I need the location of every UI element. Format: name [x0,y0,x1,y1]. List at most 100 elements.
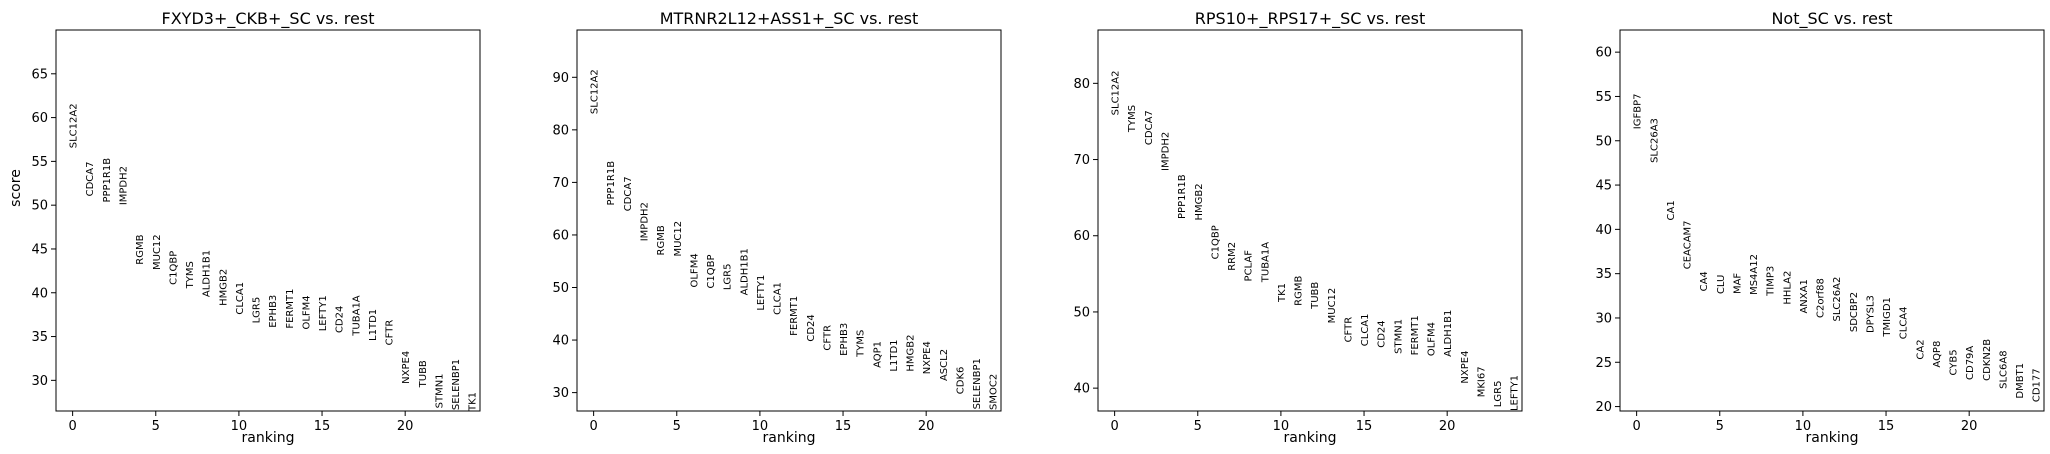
gene-label: CFTR [1343,317,1354,343]
gene-label: IGFBP7 [1633,94,1644,130]
gene-label: NXPE4 [1460,351,1471,384]
panel-title: Not_SC vs. rest [1771,9,1892,29]
x-tick-label: 0 [68,419,76,434]
gene-label: CYB5 [1949,349,1960,375]
gene-label: CFTR [385,320,396,346]
y-tick-label: 40 [1595,223,1612,238]
y-tick-label: 30 [1595,311,1612,326]
gene-label: CLCA1 [235,282,246,315]
x-tick-label: 15 [1878,419,1895,434]
y-tick-label: 50 [552,281,569,296]
gene-label: IMPDH2 [1161,132,1172,171]
gene-label: LGR5 [252,297,263,324]
gene-label: SDCBP2 [1849,292,1860,332]
gene-label: CD177 [2032,368,2043,402]
gene-label: OLFM4 [689,253,700,287]
gene-label: IMPDH2 [119,166,130,205]
gene-label: FERMT1 [285,289,296,329]
gene-label: PPP1R1B [102,158,113,203]
gene-label: LGR5 [723,263,734,290]
x-axis-label: ranking [1806,430,1859,446]
gene-label: TMIGD1 [1882,297,1893,338]
gene-label: ALDH1B1 [739,248,750,295]
y-tick-label: 65 [31,67,48,82]
gene-label: LGR5 [1493,381,1504,408]
gene-label: CFTR [822,325,833,351]
gene-label: CDKN2B [1982,339,1993,381]
gene-label: TYMS [1127,105,1138,133]
y-tick-label: 40 [552,334,569,349]
gene-label: AQP1 [872,341,883,368]
gene-label: SLC6A8 [1998,350,2009,388]
x-tick-label: 5 [1716,419,1724,434]
x-tick-label: 10 [1273,419,1290,434]
x-tick-label: 10 [752,419,769,434]
gene-label: CLCA1 [773,282,784,315]
gene-label: L1TD1 [368,309,379,341]
gene-label: SLC12A2 [1111,71,1122,116]
gene-label: CDCA7 [85,162,96,197]
y-axis-label: score [8,169,24,207]
y-tick-label: 50 [1595,134,1612,149]
gene-label: HHLA2 [1782,271,1793,305]
gene-label: RGMB [135,234,146,264]
gene-label: SLC26A3 [1649,118,1660,163]
plot-frame [1619,29,2045,412]
gene-label: MS4A12 [1749,254,1760,295]
gene-label: CDCA7 [1144,110,1155,145]
y-tick-label: 40 [31,286,48,301]
gene-label: IMPDH2 [640,202,651,241]
gene-label: NXPE4 [922,341,933,374]
gene-label: CDCA7 [623,176,634,211]
gene-label: MAF [1732,273,1743,294]
y-tick-label: 70 [552,176,569,191]
gene-label: CLU [1716,275,1727,294]
y-tick-label: 40 [1073,382,1090,397]
gene-label: SLC12A2 [590,69,601,114]
y-tick-label: 50 [31,199,48,214]
gene-label: C1QBP [706,254,717,288]
y-tick-label: 50 [1073,305,1090,320]
x-tick-label: 5 [1194,419,1202,434]
gene-label: MUC12 [673,221,684,257]
panel-title: MTRNR2L12+ASS1+_SC vs. rest [660,9,919,29]
panel-4: Not_SC vs. rest 0 5 10 15 20 20 25 30 35 40 45 50 55 6… [1595,9,2045,446]
gene-label: SMOC2 [989,374,1000,410]
y-tick-label: 25 [1595,356,1612,371]
x-tick-label: 15 [1356,419,1373,434]
panel-3: RPS10+_RPS17+_SC vs. rest 0 5 10 15 20 40 50 60 7… [1073,9,1523,446]
y-tick-label: 30 [31,374,48,389]
gene-label: MUC12 [1327,288,1338,324]
panel-2: MTRNR2L12+ASS1+_SC vs. rest 0 5 10 15 20 30 40 5… [552,9,1002,446]
gene-label: TUBA1A [1260,242,1271,283]
x-tick-label: 20 [397,419,414,434]
gene-label: TK1 [1277,283,1288,303]
gene-label: CEACAM7 [1683,220,1694,269]
gene-label: CLCA1 [1360,313,1371,346]
gene-label: LEFTY1 [318,295,329,331]
gene-label: TUBB [418,360,429,388]
y-tick-label: 55 [1595,90,1612,105]
plot-frame [576,29,1002,412]
x-axis-label: ranking [242,430,295,446]
x-tick-label: 5 [673,419,681,434]
x-tick-label: 0 [1110,419,1118,434]
x-tick-label: 0 [1632,419,1640,434]
gene-label: LEFTY1 [756,275,767,311]
gene-label: HMGB2 [906,334,917,371]
gene-label: PCLAF [1244,250,1255,282]
gene-label: TYMS [856,330,867,358]
gene-label: TYMS [185,261,196,289]
gene-label: MUC12 [152,234,163,270]
x-tick-label: 15 [835,419,852,434]
y-tick-label: 45 [31,242,48,257]
gene-label: SLC26A2 [1832,277,1843,322]
gene-label: AQP8 [1932,341,1943,368]
gene-label: PPP1R1B [606,161,617,206]
gene-label: EPHB3 [839,323,850,356]
gene-label: EPHB3 [268,295,279,328]
x-axis-label: ranking [763,430,816,446]
gene-label: FERMT1 [789,296,800,336]
panel-1: FXYD3+_CKB+_SC vs. rest 0 5 10 15 20 30 35 40 45 5… [31,9,481,446]
